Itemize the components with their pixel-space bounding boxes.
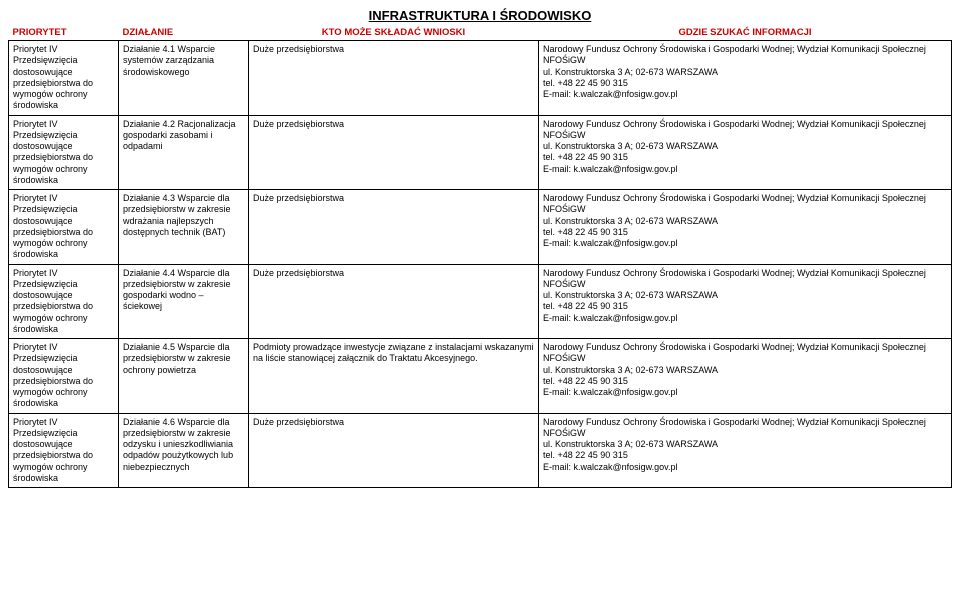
header-row: PRIORYTET DZIAŁANIE KTO MOŻE SKŁADAĆ WNI… [9,25,952,41]
cell-who: Duże przedsiębiorstwa [249,115,539,190]
cell-action: Działanie 4.1 Wsparcie systemów zarządza… [119,41,249,116]
header-action: DZIAŁANIE [119,25,249,41]
cell-priority: Priorytet IV Przedsięwzięcia dostosowują… [9,115,119,190]
cell-priority: Priorytet IV Przedsięwzięcia dostosowują… [9,339,119,414]
table-row: Priorytet IV Przedsięwzięcia dostosowują… [9,413,952,488]
header-who: KTO MOŻE SKŁADAĆ WNIOSKI [249,25,539,41]
table-row: Priorytet IV Przedsięwzięcia dostosowują… [9,264,952,339]
header-where: GDZIE SZUKAĆ INFORMACJI [539,25,952,41]
cell-who: Podmioty prowadzące inwestycje związane … [249,339,539,414]
table-row: Priorytet IV Przedsięwzięcia dostosowują… [9,41,952,116]
header-priority: PRIORYTET [9,25,119,41]
cell-action: Działanie 4.2 Racjonalizacja gospodarki … [119,115,249,190]
cell-priority: Priorytet IV Przedsięwzięcia dostosowują… [9,41,119,116]
cell-priority: Priorytet IV Przedsięwzięcia dostosowują… [9,413,119,488]
cell-who: Duże przedsiębiorstwa [249,41,539,116]
main-table: PRIORYTET DZIAŁANIE KTO MOŻE SKŁADAĆ WNI… [8,25,952,488]
cell-where: Narodowy Fundusz Ochrony Środowiska i Go… [539,115,952,190]
table-row: Priorytet IV Przedsięwzięcia dostosowują… [9,115,952,190]
cell-action: Działanie 4.3 Wsparcie dla przedsiębiors… [119,190,249,265]
page-title: INFRASTRUKTURA I ŚRODOWISKO [8,8,952,23]
cell-action: Działanie 4.4 Wsparcie dla przedsiębiors… [119,264,249,339]
cell-where: Narodowy Fundusz Ochrony Środowiska i Go… [539,413,952,488]
cell-priority: Priorytet IV Przedsięwzięcia dostosowują… [9,190,119,265]
cell-who: Duże przedsiębiorstwa [249,413,539,488]
cell-where: Narodowy Fundusz Ochrony Środowiska i Go… [539,264,952,339]
table-row: Priorytet IV Przedsięwzięcia dostosowują… [9,190,952,265]
cell-who: Duże przedsiębiorstwa [249,264,539,339]
cell-action: Działanie 4.6 Wsparcie dla przedsiębiors… [119,413,249,488]
cell-where: Narodowy Fundusz Ochrony Środowiska i Go… [539,190,952,265]
table-row: Priorytet IV Przedsięwzięcia dostosowują… [9,339,952,414]
cell-where: Narodowy Fundusz Ochrony Środowiska i Go… [539,41,952,116]
cell-priority: Priorytet IV Przedsięwzięcia dostosowują… [9,264,119,339]
cell-where: Narodowy Fundusz Ochrony Środowiska i Go… [539,339,952,414]
cell-action: Działanie 4.5 Wsparcie dla przedsiębiors… [119,339,249,414]
cell-who: Duże przedsiębiorstwa [249,190,539,265]
